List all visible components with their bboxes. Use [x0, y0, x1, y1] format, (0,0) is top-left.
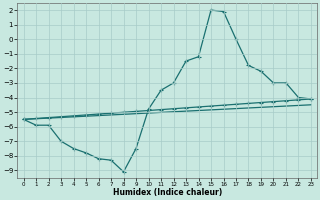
- X-axis label: Humidex (Indice chaleur): Humidex (Indice chaleur): [113, 188, 222, 197]
